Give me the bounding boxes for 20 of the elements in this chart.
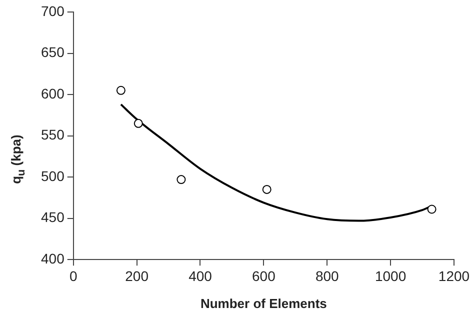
y-tick-label: 550 [41, 126, 65, 143]
y-tick-label: 450 [41, 209, 65, 226]
x-tick-label: 600 [252, 268, 276, 284]
y-tick-label: 700 [41, 2, 65, 19]
x-axis-title: Number of Elements [200, 296, 327, 311]
point [176, 175, 186, 184]
x-tick-label: 0 [69, 268, 78, 284]
x-tick-label: 200 [125, 268, 149, 284]
point [262, 184, 272, 194]
y-tick-label: 500 [41, 168, 65, 184]
y-tick-label: 400 [41, 250, 65, 266]
y-tick-label: 650 [41, 44, 65, 60]
point [116, 86, 126, 95]
x-tick-label: 800 [315, 268, 340, 284]
point [134, 118, 143, 128]
point [427, 204, 436, 214]
x-tick-label: 1200 [438, 268, 470, 284]
x-tick-label: 1000 [374, 268, 406, 284]
y-tick-label: 600 [41, 85, 65, 102]
x-tick-label: 400 [188, 268, 212, 284]
